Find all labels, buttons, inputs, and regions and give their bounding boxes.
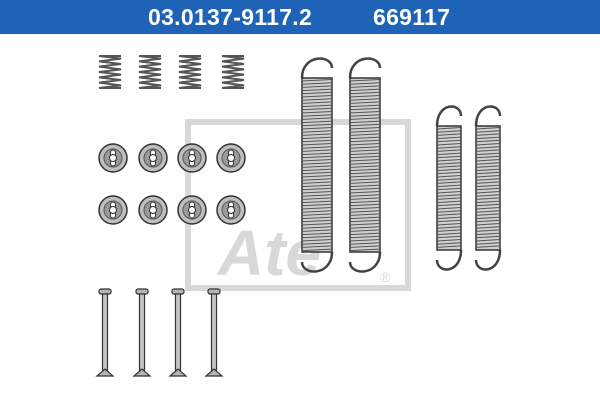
parts-layer (95, 55, 502, 377)
retainer-cup (177, 143, 207, 173)
ate-watermark: Ate ® (185, 119, 411, 291)
retainer-cup (216, 143, 246, 173)
hold-down-pin (132, 288, 152, 377)
small-spring (98, 55, 122, 89)
hold-down-pin (168, 288, 188, 377)
retainer-cup (216, 195, 246, 225)
short-extension-spring (435, 105, 463, 271)
hold-down-pin (204, 288, 224, 377)
long-extension-spring (348, 57, 382, 273)
retainer-cup (177, 195, 207, 225)
retainer-cup (138, 195, 168, 225)
hold-down-pin (95, 288, 115, 377)
retainer-cup (138, 143, 168, 173)
reference-number: 669117 (373, 4, 451, 30)
header-bar: 03.0137-9117.2 669117 (0, 0, 600, 34)
parts-illustration: Ate ® (95, 55, 502, 377)
short-extension-spring (474, 105, 502, 271)
small-spring (221, 55, 245, 89)
part-number: 03.0137-9117.2 (148, 4, 313, 30)
retainer-cup (98, 195, 128, 225)
small-spring (138, 55, 162, 89)
retainer-cup (98, 143, 128, 173)
watermark-registered-mark: ® (380, 269, 391, 285)
long-extension-spring (300, 57, 334, 273)
small-spring (178, 55, 202, 89)
